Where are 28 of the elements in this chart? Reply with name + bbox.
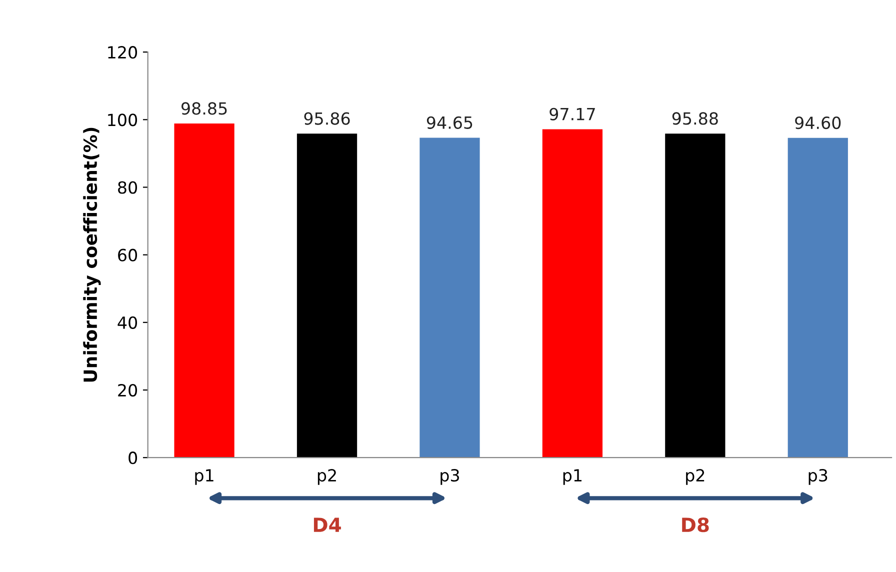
x-tick-label: p3 <box>808 469 828 485</box>
y-axis-title: Uniformity coefficient(%) <box>83 128 101 382</box>
bar <box>420 138 480 458</box>
y-tick-label: 40 <box>118 316 138 329</box>
x-tick-label: p2 <box>318 469 336 485</box>
text: D8 <box>682 517 709 532</box>
bar <box>174 124 234 458</box>
text: D4 <box>314 518 341 532</box>
data-label: 94.65 <box>426 116 472 129</box>
data-label: 98.85 <box>181 102 227 115</box>
data-label: 94.60 <box>795 116 841 130</box>
x-tick-label: p1 <box>195 469 214 485</box>
data-label: 97.17 <box>550 108 595 120</box>
y-tick-label: 120 <box>108 46 138 59</box>
y-tick-label: 80 <box>118 181 138 194</box>
bar <box>542 129 603 458</box>
y-tick-label: 20 <box>118 384 138 397</box>
data-label: 95.88 <box>672 112 718 125</box>
y-tick-label: 0 <box>128 452 138 464</box>
x-tick-label: p1 <box>563 469 582 485</box>
x-tick-label: p2 <box>686 469 704 485</box>
x-tick-label: p3 <box>440 469 459 485</box>
y-tick-label: 60 <box>118 248 138 262</box>
bar <box>788 138 848 458</box>
bar <box>296 134 358 458</box>
y-tick-label: 100 <box>108 114 138 126</box>
data-label: 95.86 <box>304 112 350 125</box>
bar <box>665 134 726 458</box>
